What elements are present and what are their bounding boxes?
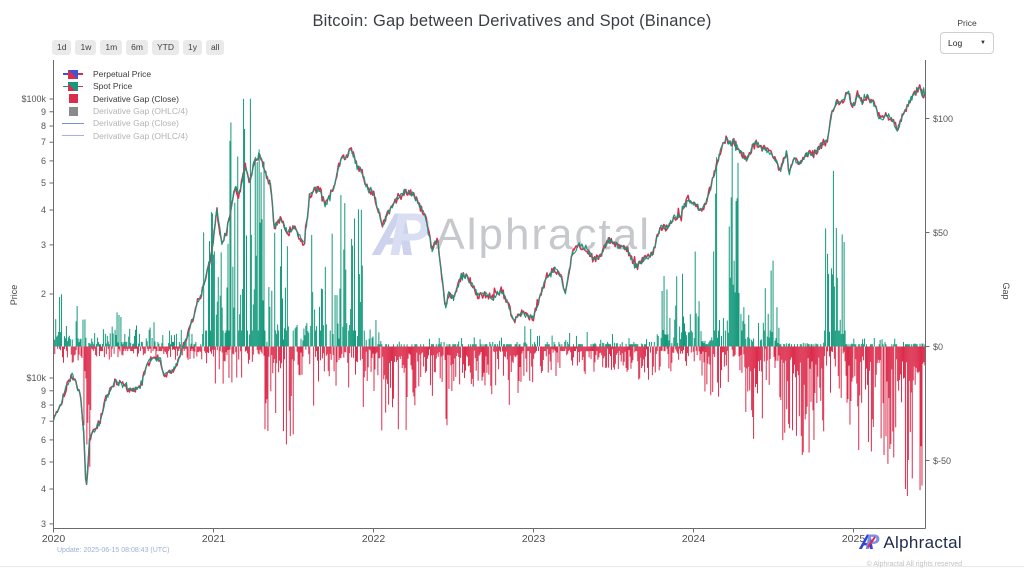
scale-select[interactable]: Log ▼ — [940, 32, 994, 54]
price-axis-title: Price — [9, 284, 19, 306]
range-button-6m[interactable]: 6m — [126, 40, 148, 55]
caret-down-icon: ▼ — [980, 40, 986, 46]
range-button-all[interactable]: all — [205, 40, 225, 55]
gap-close-line-marker-icon — [59, 122, 87, 125]
legend-item-gap-ohlc-line[interactable]: Derivative Gap (OHLC/4) — [59, 129, 188, 141]
alphractal-logo-icon: AP — [859, 531, 880, 554]
price-scale-control: Price Log ▼ — [940, 18, 994, 54]
gap-ohlc-marker-icon — [59, 106, 87, 116]
chart-legend: Perpetual Price Spot Price Derivative Ga… — [59, 68, 188, 142]
legend-label: Derivative Gap (OHLC/4) — [93, 130, 188, 141]
footer-divider — [0, 566, 1024, 567]
range-button-1y[interactable]: 1y — [182, 40, 202, 55]
page-title: Bitcoin: Gap between Derivatives and Spo… — [312, 12, 712, 30]
scale-select-value: Log — [948, 38, 963, 48]
range-button-1m[interactable]: 1m — [100, 40, 123, 55]
legend-label: Spot Price — [93, 81, 133, 92]
brand-name: Alphractal — [883, 532, 962, 552]
gap-axis-title: Gap — [1001, 282, 1011, 300]
legend-label: Perpetual Price — [93, 69, 152, 80]
gap-close-marker-icon — [59, 94, 87, 104]
range-button-1w[interactable]: 1w — [75, 40, 97, 55]
price-scale-label: Price — [957, 18, 977, 28]
update-timestamp: Update: 2025-06-15 08:08:43 (UTC) — [57, 547, 170, 554]
range-button-1d[interactable]: 1d — [52, 40, 72, 55]
legend-item-gap-ohlc-bars[interactable]: Derivative Gap (OHLC/4) — [59, 105, 188, 117]
legend-item-spot-price[interactable]: Spot Price — [59, 80, 188, 92]
legend-item-gap-close-line[interactable]: Derivative Gap (Close) — [59, 117, 188, 129]
legend-label: Derivative Gap (Close) — [93, 93, 179, 104]
gap-ohlc-line-marker-icon — [59, 134, 87, 137]
legend-item-perpetual-price[interactable]: Perpetual Price — [59, 68, 188, 80]
range-button-ytd[interactable]: YTD — [151, 40, 179, 55]
range-selector: 1d 1w 1m 6m YTD 1y all — [52, 40, 225, 55]
perpetual-price-marker-icon — [59, 69, 87, 79]
legend-label: Derivative Gap (OHLC/4) — [93, 106, 188, 117]
copyright-text: © Alphractal All rights reserved — [866, 561, 962, 568]
legend-label: Derivative Gap (Close) — [93, 118, 179, 129]
spot-price-marker-icon — [59, 81, 87, 91]
legend-item-gap-close-bars[interactable]: Derivative Gap (Close) — [59, 93, 188, 105]
alphractal-brand: AP Alphractal — [859, 532, 962, 553]
